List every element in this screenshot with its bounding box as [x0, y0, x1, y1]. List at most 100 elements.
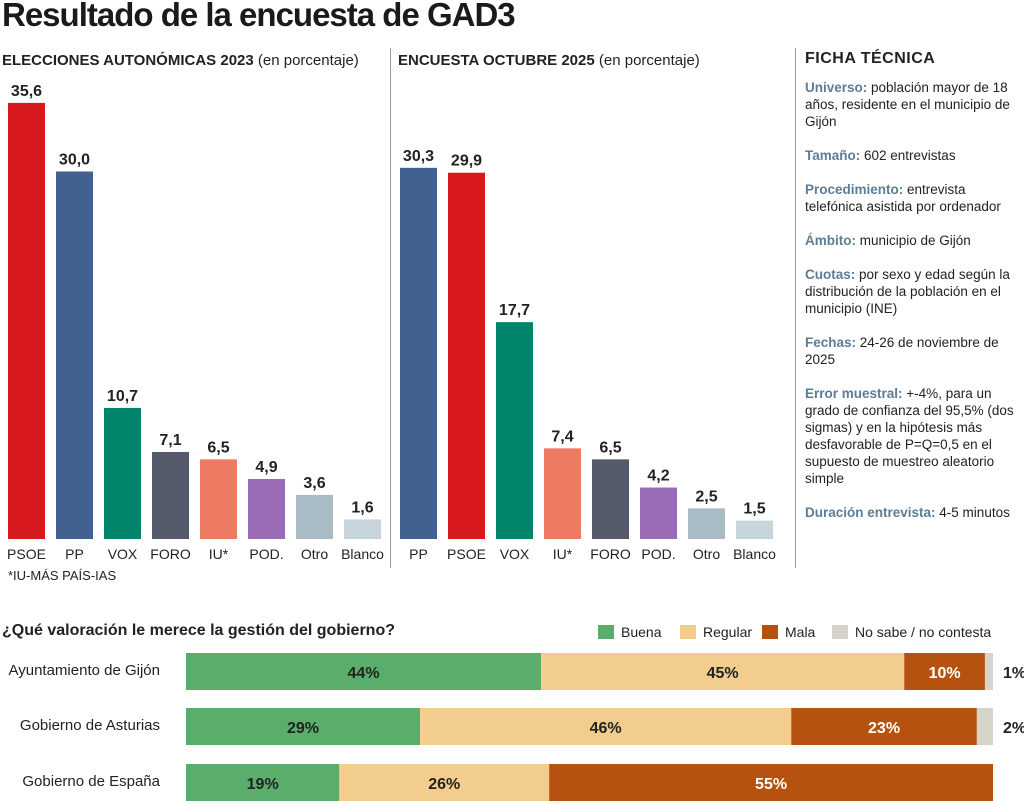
category-label: POD.: [641, 546, 675, 562]
bar-iu: [200, 459, 237, 539]
segment-mala: [549, 764, 993, 801]
segment-label: 1%: [1003, 665, 1024, 682]
category-label: Otro: [301, 546, 328, 562]
ficha-value: 24-26 de noviembre de 2025: [805, 335, 999, 367]
segment-mala: [904, 653, 985, 690]
segment-regular: [420, 708, 792, 745]
ficha-value: 4-5 minutos: [935, 505, 1010, 520]
row-label: Gobierno de Asturias: [19, 717, 160, 734]
chart3-title: ¿Qué valoración le merece la gestión del…: [2, 622, 395, 639]
category-label: VOX: [108, 546, 138, 562]
category-label: VOX: [500, 546, 530, 562]
ficha-item: Cuotas: por sexo y edad según la distrib…: [805, 266, 1020, 317]
segment-label: 46%: [590, 720, 622, 737]
segment-label: 29%: [287, 720, 319, 737]
ficha-item: Duración entrevista: 4-5 minutos: [805, 504, 1020, 521]
data-label: 7,4: [551, 428, 573, 445]
category-label: Otro: [693, 546, 720, 562]
bar-otro: [296, 494, 333, 539]
chart1-header: ELECCIONES AUTONÓMICAS 2023 (en porcenta…: [2, 52, 359, 69]
bar-pod: [640, 487, 677, 539]
ficha-title: FICHA TÉCNICA: [805, 50, 936, 67]
legend-item: Mala: [762, 624, 815, 640]
data-label: 30,3: [403, 148, 434, 165]
ficha-item: Universo: población mayor de 18 años, re…: [805, 79, 1020, 130]
segment-regular: [541, 653, 905, 690]
ficha-value: por sexo y edad según la distribución de…: [805, 267, 1010, 316]
ficha-value: entrevista telefónica asistida por orden…: [805, 182, 1001, 214]
legend-item: Buena: [598, 624, 661, 640]
data-label: 29,9: [451, 153, 482, 170]
chart1-title: ELECCIONES AUTONÓMICAS 2023: [2, 52, 254, 69]
ficha-key: Ámbito:: [805, 233, 856, 248]
bar-foro: [592, 459, 629, 539]
segment-label: 23%: [868, 720, 900, 737]
chart2-title: ENCUESTA OCTUBRE 2025: [398, 52, 595, 69]
bar-blanco: [736, 520, 773, 539]
legend-label: No sabe / no contesta: [855, 624, 992, 640]
ficha-key: Procedimiento:: [805, 182, 904, 197]
ficha-key: Error muestral:: [805, 386, 903, 401]
data-label: 1,6: [351, 499, 373, 516]
bar-vox: [104, 407, 141, 539]
category-label: IU*: [553, 546, 573, 562]
bar-vox: [496, 322, 533, 539]
ficha-item: Procedimiento: entrevista telefónica asi…: [805, 181, 1020, 215]
legend-item: Regular: [680, 624, 752, 640]
category-label: FORO: [590, 546, 631, 562]
segment-label: 55%: [755, 776, 787, 793]
legend-label: Regular: [703, 624, 753, 640]
legend-swatch: [762, 625, 778, 639]
category-label: PSOE: [447, 546, 486, 562]
chart1-note: *IU-MÁS PAÍS-IAS: [8, 568, 117, 583]
ficha-item: Ámbito: municipio de Gijón: [805, 232, 1020, 249]
category-label: Blanco: [733, 546, 776, 562]
segment-label: 26%: [428, 776, 460, 793]
data-label: 35,6: [11, 83, 42, 100]
bar-pp: [400, 167, 437, 539]
segment-label: 2%: [1003, 720, 1024, 737]
divider: [390, 48, 391, 568]
legend-swatch: [680, 625, 696, 639]
ficha-key: Universo:: [805, 80, 868, 95]
ficha-item: Tamaño: 602 entrevistas: [805, 147, 1020, 164]
segment-buena: [186, 764, 340, 801]
ficha-key: Tamaño:: [805, 148, 861, 163]
ficha-item: Error muestral: +-4%, para un grado de c…: [805, 385, 1020, 487]
segment-buena: [186, 708, 421, 745]
ficha-value: 602 entrevistas: [860, 148, 956, 163]
data-label: 17,7: [499, 302, 530, 319]
segment-label: 19%: [247, 776, 279, 793]
segment-label: 44%: [348, 665, 380, 682]
bar-psoe: [8, 102, 45, 540]
ficha-key: Cuotas:: [805, 267, 856, 282]
data-label: 6,5: [599, 439, 621, 456]
category-label: PP: [65, 546, 84, 562]
category-label: PSOE: [7, 546, 46, 562]
ficha-value: +-4%, para un grado de confianza del 95,…: [805, 386, 1014, 486]
segment-buena: [186, 653, 542, 690]
ficha-item: Fechas: 24-26 de noviembre de 2025: [805, 334, 1020, 368]
ficha-key: Fechas:: [805, 335, 857, 350]
data-label: 10,7: [107, 388, 138, 405]
row-label: Gobierno de España: [22, 773, 160, 790]
ficha-value: municipio de Gijón: [856, 233, 971, 248]
data-label: 7,1: [159, 432, 181, 449]
chart2-subtitle: (en porcentaje): [598, 52, 700, 69]
data-label: 4,9: [255, 459, 277, 476]
ficha-value: población mayor de 18 años, residente en…: [805, 80, 1010, 129]
divider: [795, 48, 796, 568]
bar-otro: [688, 508, 725, 539]
data-label: 3,6: [303, 475, 325, 492]
page-title: Resultado de la encuesta de GAD3: [2, 0, 516, 33]
bar-foro: [152, 452, 189, 539]
data-label: 2,5: [695, 488, 717, 505]
segment-no: [984, 653, 993, 690]
bar-pp: [56, 171, 93, 539]
category-label: PP: [409, 546, 428, 562]
legend-swatch: [832, 625, 848, 639]
chart2-header: ENCUESTA OCTUBRE 2025 (en porcentaje): [398, 52, 700, 69]
data-label: 4,2: [647, 468, 669, 485]
data-label: 1,5: [743, 501, 765, 518]
